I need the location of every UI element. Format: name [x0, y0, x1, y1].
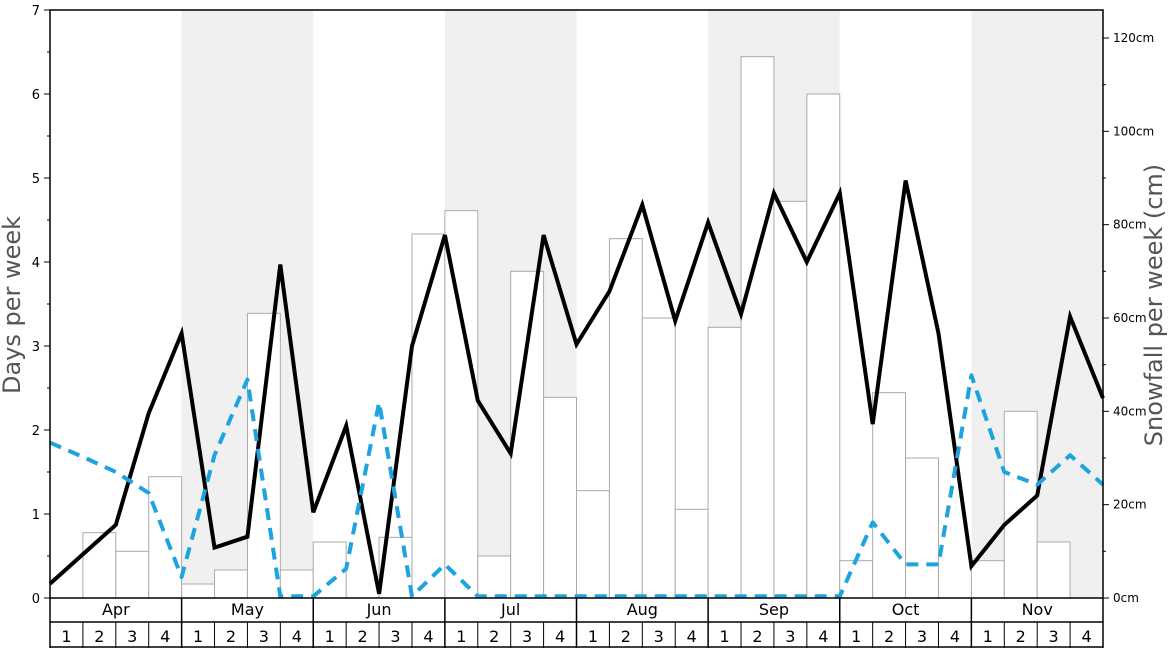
right-tick-label: 100cm [1113, 124, 1154, 138]
week-label: 4 [423, 627, 433, 646]
week-label: 3 [522, 627, 532, 646]
month-label-jun: Jun [366, 600, 392, 619]
week-label: 4 [1081, 627, 1091, 646]
snowfall-bar [214, 569, 248, 599]
week-label: 2 [752, 627, 762, 646]
week-label: 4 [160, 627, 170, 646]
right-tick-label: 40cm [1113, 404, 1147, 418]
snowfall-bar [839, 560, 874, 599]
snowfall-bar [510, 270, 545, 599]
right-tick-label: 120cm [1113, 31, 1154, 45]
snowfall-bar [773, 200, 808, 599]
week-label: 4 [555, 627, 565, 646]
week-label: 4 [292, 627, 302, 646]
snowfall-bar [181, 583, 216, 599]
solid-black-line [48, 180, 1105, 595]
left-tick-label: 6 [32, 88, 40, 103]
week-label: 1 [851, 627, 861, 646]
snowfall-bar [576, 490, 610, 599]
snowfall-bar [1036, 541, 1071, 599]
week-label: 3 [1049, 627, 1059, 646]
month-label-may: May [231, 600, 264, 619]
right-tick-label: 60cm [1113, 311, 1147, 325]
snowfall-bar [477, 555, 512, 599]
week-label: 1 [325, 627, 335, 646]
week-label: 2 [1016, 627, 1026, 646]
week-label: 2 [621, 627, 631, 646]
snowfall-bars [82, 56, 1071, 599]
snowfall-bar [641, 317, 676, 599]
snowfall-bar [707, 326, 742, 599]
week-label: 1 [456, 627, 466, 646]
snowfall-bar [674, 508, 709, 599]
right-tick-label: 0cm [1113, 591, 1139, 605]
snowfall-bar [82, 532, 117, 599]
day-lines [48, 180, 1105, 599]
week-label: 1 [588, 627, 598, 646]
month-label-aug: Aug [627, 600, 658, 619]
right-axis-title: Snowfall per week (cm) [1140, 164, 1168, 446]
left-axis: 0 1 2 3 4 5 6 7 [32, 4, 50, 607]
snowfall-bar [740, 56, 775, 599]
month-label-sep: Sep [759, 600, 789, 619]
snowfall-bar [608, 238, 643, 599]
week-label: 3 [127, 627, 137, 646]
week-label: 3 [390, 627, 400, 646]
week-label: 3 [259, 627, 269, 646]
left-tick-label: 4 [32, 256, 40, 271]
week-label: 3 [917, 627, 927, 646]
snowfall-bar [872, 392, 907, 599]
week-label: 2 [884, 627, 894, 646]
snowfall-bar [444, 210, 479, 599]
week-label: 1 [983, 627, 993, 646]
week-label: 1 [193, 627, 203, 646]
left-tick-label: 5 [32, 172, 40, 187]
week-label: 4 [818, 627, 828, 646]
week-label: 2 [226, 627, 236, 646]
snowfall-bar [806, 93, 841, 599]
snowfall-bar [543, 396, 577, 599]
week-label: 1 [61, 627, 71, 646]
right-axis: 0cm 20cm 40cm 60cm 80cm 100cm 120cm [1103, 31, 1154, 605]
left-tick-label: 2 [32, 424, 40, 439]
snowfall-bar [1003, 410, 1038, 599]
week-label: 2 [358, 627, 368, 646]
dashed-blue-line [49, 373, 1105, 599]
week-label: 2 [94, 627, 104, 646]
month-label-nov: Nov [1022, 600, 1053, 619]
week-label: 2 [489, 627, 499, 646]
snowfall-bar [279, 569, 314, 599]
snowfall-bar [905, 457, 939, 599]
week-label: 4 [687, 627, 697, 646]
left-tick-label: 1 [32, 508, 40, 523]
left-tick-label: 3 [32, 340, 40, 355]
snowfall-bar [148, 476, 183, 599]
month-week-axis: Apr 1 2 3 4 May 1 2 3 4 Jun 1 2 3 4 Jul 1 2 3 4 Aug 1 2 3 4 Sep 1 2… [49, 598, 1104, 648]
week-label: 4 [950, 627, 960, 646]
right-tick-label: 80cm [1113, 218, 1147, 232]
right-tick-label: 20cm [1113, 498, 1147, 512]
month-label-jul: Jul [500, 600, 520, 619]
snowfall-bar [115, 550, 150, 599]
week-label: 3 [654, 627, 664, 646]
left-tick-label: 0 [32, 592, 40, 607]
week-label: 3 [785, 627, 795, 646]
month-label-apr: Apr [102, 600, 130, 619]
left-tick-label: 7 [32, 4, 40, 19]
snowfall-bar [970, 560, 1005, 599]
week-label: 1 [719, 627, 729, 646]
month-label-oct: Oct [892, 600, 920, 619]
left-axis-title: Days per week [0, 216, 26, 394]
